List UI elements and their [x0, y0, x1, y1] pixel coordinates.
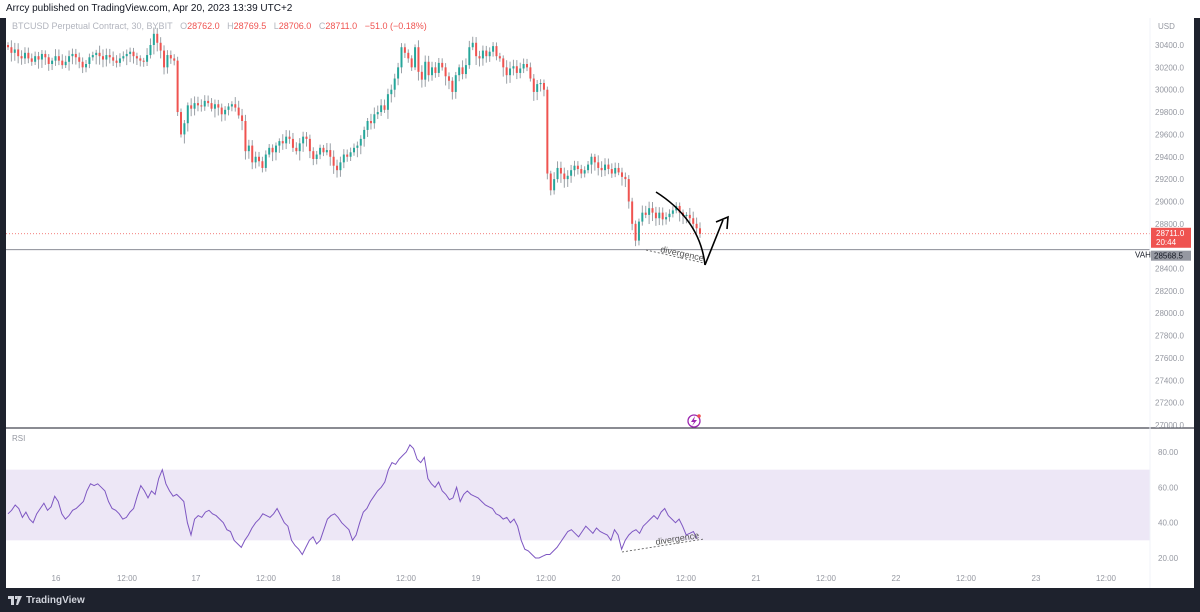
svg-text:12:00: 12:00	[536, 574, 557, 583]
svg-text:60.00: 60.00	[1158, 483, 1179, 492]
svg-text:27400.0: 27400.0	[1155, 376, 1184, 385]
svg-text:16: 16	[52, 574, 61, 583]
price-pane[interactable]	[6, 27, 1150, 251]
svg-text:17: 17	[192, 574, 201, 583]
ohlc-legend: BTCUSD Perpetual Contract, 30, BYBIT O28…	[12, 21, 427, 31]
svg-text:29400.0: 29400.0	[1155, 153, 1184, 162]
svg-text:27800.0: 27800.0	[1155, 332, 1184, 341]
svg-text:29600.0: 29600.0	[1155, 130, 1184, 139]
svg-text:22: 22	[892, 574, 901, 583]
tradingview-logo-icon	[8, 596, 22, 605]
tradingview-logo[interactable]: TradingView	[8, 595, 85, 606]
svg-text:28400.0: 28400.0	[1155, 265, 1184, 274]
svg-text:12:00: 12:00	[117, 574, 138, 583]
svg-text:USD: USD	[1158, 22, 1175, 31]
svg-text:21: 21	[752, 574, 761, 583]
change-value: −51.0 (−0.18%)	[364, 21, 427, 31]
svg-text:12:00: 12:00	[256, 574, 277, 583]
svg-text:28711.0: 28711.0	[1156, 229, 1185, 238]
high-value: 28769.5	[233, 21, 267, 31]
rsi-pane[interactable]	[6, 444, 1150, 559]
svg-text:divergence: divergence	[660, 244, 705, 263]
svg-text:40.00: 40.00	[1158, 519, 1179, 528]
low-value: 28706.0	[278, 21, 312, 31]
svg-text:27000.0: 27000.0	[1155, 421, 1184, 430]
svg-text:27600.0: 27600.0	[1155, 354, 1184, 363]
svg-text:12:00: 12:00	[956, 574, 977, 583]
svg-text:30400.0: 30400.0	[1155, 41, 1184, 50]
svg-text:12:00: 12:00	[1096, 574, 1117, 583]
axes: USD 30400.0 30200.0 30000.0 29800.0 29600.0 29…	[6, 18, 1194, 588]
svg-text:12:00: 12:00	[396, 574, 417, 583]
svg-text:29200.0: 29200.0	[1155, 175, 1184, 184]
svg-text:12:00: 12:00	[816, 574, 837, 583]
svg-text:20.00: 20.00	[1158, 554, 1179, 563]
footer-bar: TradingView	[0, 588, 1200, 612]
svg-text:30000.0: 30000.0	[1155, 86, 1184, 95]
svg-text:29000.0: 29000.0	[1155, 197, 1184, 206]
svg-text:23: 23	[1032, 574, 1041, 583]
svg-text:19: 19	[472, 574, 481, 583]
svg-text:28000.0: 28000.0	[1155, 309, 1184, 318]
svg-text:27200.0: 27200.0	[1155, 399, 1184, 408]
close-value: 28711.0	[325, 21, 358, 31]
symbol-name: BTCUSD Perpetual Contract, 30, BYBIT	[12, 21, 173, 31]
svg-text:12:00: 12:00	[676, 574, 697, 583]
svg-text:VAH: VAH	[1135, 251, 1151, 260]
svg-text:18: 18	[332, 574, 341, 583]
svg-text:28200.0: 28200.0	[1155, 287, 1184, 296]
svg-text:28800.0: 28800.0	[1155, 220, 1184, 229]
open-value: 28762.0	[187, 21, 220, 31]
svg-text:28568.5: 28568.5	[1154, 252, 1183, 261]
publisher-line: Arrcy published on TradingView.com, Apr …	[0, 0, 1200, 18]
lightning-alert-icon[interactable]	[687, 414, 701, 428]
svg-text:20:44: 20:44	[1156, 238, 1177, 247]
rsi-title: RSI	[12, 434, 26, 443]
svg-text:29800.0: 29800.0	[1155, 108, 1184, 117]
svg-text:80.00: 80.00	[1158, 448, 1179, 457]
svg-text:20: 20	[612, 574, 621, 583]
svg-text:30200.0: 30200.0	[1155, 63, 1184, 72]
